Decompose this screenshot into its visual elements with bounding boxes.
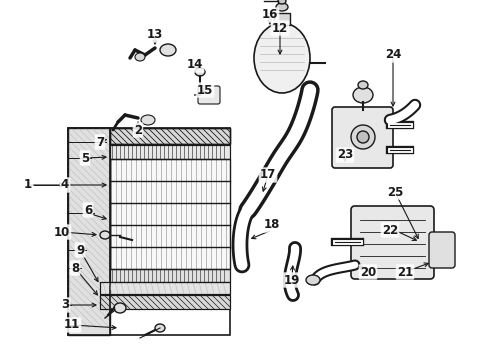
Text: 15: 15: [197, 84, 213, 96]
Text: 14: 14: [187, 58, 203, 72]
Bar: [68, 128, 230, 335]
Text: 5: 5: [81, 152, 89, 165]
Text: 2: 2: [134, 123, 142, 136]
Ellipse shape: [357, 131, 369, 143]
Text: 22: 22: [382, 224, 398, 237]
Bar: [110, 145, 230, 159]
Bar: [110, 128, 230, 144]
Text: 10: 10: [54, 225, 70, 238]
Text: 20: 20: [360, 266, 376, 279]
Ellipse shape: [141, 115, 155, 125]
Text: 25: 25: [387, 185, 403, 198]
Bar: [110, 145, 230, 159]
Ellipse shape: [160, 44, 176, 56]
Text: 3: 3: [61, 298, 69, 311]
Ellipse shape: [114, 303, 126, 313]
Text: 1: 1: [24, 179, 32, 192]
FancyBboxPatch shape: [198, 86, 220, 104]
Bar: [100, 282, 230, 294]
Ellipse shape: [100, 231, 110, 239]
Text: 13: 13: [147, 28, 163, 41]
Bar: [110, 159, 230, 269]
Text: 12: 12: [272, 22, 288, 35]
Ellipse shape: [358, 81, 368, 89]
Text: 9: 9: [76, 243, 84, 256]
Bar: [68, 128, 110, 335]
Text: 8: 8: [71, 261, 79, 274]
Ellipse shape: [278, 0, 286, 4]
Text: 16: 16: [262, 9, 278, 22]
Text: 7: 7: [96, 135, 104, 148]
Ellipse shape: [276, 3, 288, 11]
Text: 17: 17: [260, 168, 276, 181]
FancyBboxPatch shape: [332, 107, 393, 168]
Bar: [100, 295, 230, 309]
Bar: [110, 128, 230, 144]
Ellipse shape: [195, 68, 205, 76]
Text: 24: 24: [385, 49, 401, 62]
Text: 19: 19: [284, 274, 300, 287]
FancyBboxPatch shape: [429, 232, 455, 268]
Bar: [110, 269, 230, 282]
Text: 18: 18: [264, 219, 280, 231]
Ellipse shape: [353, 87, 373, 103]
Ellipse shape: [351, 125, 375, 149]
Bar: [100, 295, 230, 309]
FancyBboxPatch shape: [351, 206, 434, 279]
Text: 21: 21: [397, 266, 413, 279]
Ellipse shape: [254, 23, 310, 93]
Bar: [68, 128, 110, 335]
Text: 6: 6: [84, 203, 92, 216]
Ellipse shape: [155, 324, 165, 332]
Bar: [274, 13, 290, 25]
Text: 4: 4: [61, 179, 69, 192]
Bar: [100, 282, 230, 294]
Ellipse shape: [306, 275, 320, 285]
Text: 23: 23: [337, 148, 353, 162]
Text: 11: 11: [64, 319, 80, 332]
Bar: [110, 269, 230, 282]
Bar: [110, 159, 230, 269]
Ellipse shape: [135, 53, 145, 61]
